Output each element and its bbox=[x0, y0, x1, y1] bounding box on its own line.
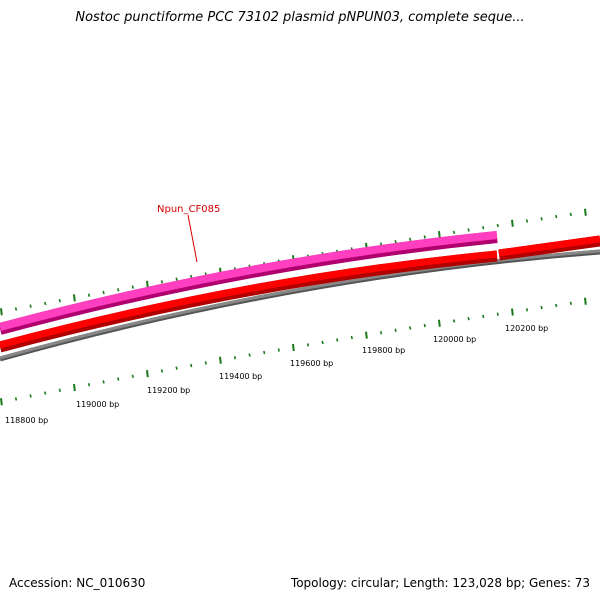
outer-tick bbox=[438, 230, 441, 239]
inner-tick bbox=[58, 388, 61, 393]
inner-tick bbox=[292, 343, 295, 352]
accession-text: Accession: NC_010630 bbox=[9, 576, 146, 590]
outer-tick bbox=[0, 308, 3, 316]
gene-track bbox=[0, 231, 498, 335]
inner-tick bbox=[306, 343, 310, 347]
tick-label: 119600 bp bbox=[290, 359, 333, 368]
inner-tick bbox=[409, 326, 412, 330]
outer-tick bbox=[467, 228, 470, 232]
inner-tick bbox=[452, 319, 456, 323]
outer-tick bbox=[87, 293, 91, 297]
inner-tick bbox=[160, 369, 164, 373]
cds-track bbox=[0, 235, 600, 353]
inner-tick bbox=[117, 377, 120, 381]
inner-tick bbox=[379, 330, 383, 335]
outer-tick bbox=[146, 280, 149, 289]
inner-tick bbox=[73, 383, 76, 392]
outer-tick bbox=[102, 290, 105, 295]
gene-label-leader bbox=[187, 214, 198, 263]
outer-tick bbox=[452, 230, 456, 235]
inner-tick bbox=[525, 308, 529, 312]
outer-tick bbox=[131, 285, 134, 289]
inner-tick bbox=[219, 356, 222, 364]
inner-tick bbox=[0, 398, 3, 406]
inner-tick bbox=[131, 374, 134, 379]
gene-npun-cf085[interactable] bbox=[0, 231, 498, 331]
cds-segment[interactable] bbox=[498, 235, 600, 257]
inner-tick bbox=[496, 312, 499, 316]
outer-tick bbox=[496, 223, 499, 228]
cds-segment[interactable] bbox=[0, 250, 498, 349]
inner-tick bbox=[482, 314, 485, 319]
inner-tick bbox=[102, 380, 105, 384]
outer-tick bbox=[555, 214, 558, 219]
inner-tick bbox=[467, 316, 470, 321]
tick-labels: 118800 bp 119000 bp 119200 bp 119400 bp … bbox=[5, 324, 548, 425]
inner-tick bbox=[394, 328, 397, 333]
outer-tick bbox=[58, 298, 61, 303]
gene-npun-cf085-shadow[interactable] bbox=[0, 231, 498, 335]
inner-tick bbox=[233, 355, 237, 360]
backbone-track bbox=[0, 249, 600, 362]
inner-tick bbox=[44, 391, 47, 395]
genome-summary-text: Topology: circular; Length: 123,028 bp; … bbox=[290, 576, 590, 590]
outer-tick bbox=[423, 235, 426, 239]
outer-tick bbox=[160, 280, 164, 284]
outer-tick bbox=[190, 274, 193, 279]
outer-tick bbox=[525, 219, 529, 223]
inner-tick bbox=[511, 308, 514, 316]
inner-tick-ring bbox=[0, 297, 587, 406]
tick-label: 119200 bp bbox=[147, 386, 190, 395]
inner-tick bbox=[14, 397, 18, 401]
outer-tick bbox=[14, 307, 18, 311]
outer-tick bbox=[394, 239, 397, 244]
backbone-line bbox=[0, 249, 600, 360]
outer-tick bbox=[584, 208, 587, 216]
inner-tick bbox=[569, 301, 572, 306]
inner-tick bbox=[438, 319, 441, 327]
tick-label: 120000 bp bbox=[433, 335, 476, 344]
tick-label: 119800 bp bbox=[362, 346, 405, 355]
inner-tick bbox=[29, 394, 32, 398]
outer-tick bbox=[409, 237, 412, 242]
outer-tick bbox=[117, 288, 120, 292]
inner-tick bbox=[336, 338, 339, 342]
inner-tick bbox=[263, 350, 266, 355]
page-title: Nostoc punctiforme PCC 73102 plasmid pNP… bbox=[75, 10, 525, 25]
inner-tick bbox=[555, 303, 558, 308]
gene-label[interactable]: Npun_CF085 bbox=[157, 204, 220, 215]
outer-tick bbox=[175, 277, 178, 281]
tick-label: 119400 bp bbox=[219, 372, 262, 381]
inner-tick bbox=[365, 331, 368, 339]
inner-tick bbox=[190, 363, 193, 368]
inner-tick bbox=[584, 297, 587, 305]
inner-tick bbox=[146, 369, 149, 378]
outer-tick bbox=[73, 294, 76, 302]
inner-tick bbox=[277, 348, 280, 352]
outer-tick bbox=[482, 225, 485, 230]
inner-tick bbox=[87, 382, 91, 387]
tick-label: 120200 bp bbox=[505, 324, 548, 333]
outer-tick bbox=[29, 304, 32, 308]
tick-label: 118800 bp bbox=[5, 416, 48, 425]
inner-tick bbox=[204, 361, 207, 365]
outer-tick bbox=[569, 212, 572, 217]
inner-tick bbox=[321, 340, 324, 345]
outer-tick bbox=[540, 217, 543, 221]
inner-tick bbox=[350, 335, 353, 340]
inner-tick bbox=[175, 366, 178, 370]
inner-tick bbox=[423, 323, 426, 328]
outer-tick bbox=[44, 301, 47, 306]
inner-tick bbox=[248, 353, 251, 357]
outer-tick bbox=[511, 219, 514, 227]
tick-label: 119000 bp bbox=[76, 400, 119, 409]
inner-tick bbox=[540, 305, 543, 310]
